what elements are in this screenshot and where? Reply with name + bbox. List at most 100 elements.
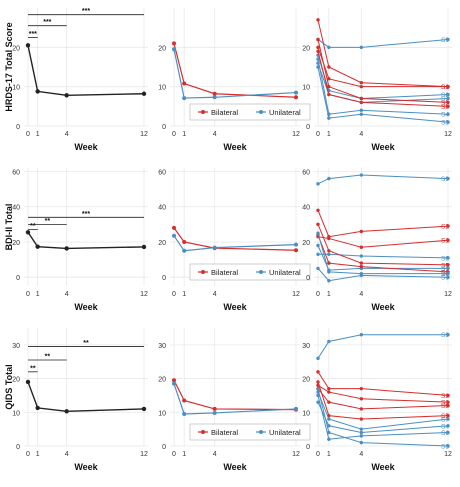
- r1c0-mean-line: [27, 231, 145, 250]
- r0c1-xtick-0: 0: [172, 131, 176, 138]
- r1c2-subject-S3-point-12: [446, 275, 450, 279]
- r0c1-bilateral-mean-line: [173, 43, 297, 98]
- r0c2-subject-S3-label: S3: [441, 120, 449, 127]
- r0c2-subject-S9-point-12: [446, 37, 450, 42]
- r1c2-subject-S5-point-12: [446, 263, 450, 267]
- r0c2-subject-S4-point-4: [359, 108, 364, 112]
- r0c0-ytick-20: 20: [12, 45, 20, 52]
- r2c2-subject-S4-line: [317, 401, 449, 434]
- r1c0-ytick-60: 60: [12, 170, 20, 177]
- r1c2-subject-S6-point-1: [327, 252, 331, 256]
- r2c0-ylabel: QIDS Total: [4, 364, 14, 409]
- r0c1-unilateral-mean-point-12: [294, 90, 298, 95]
- r1c2-subject-S2-line: [317, 210, 449, 238]
- r1c2-subject-S1-point-12: [446, 238, 450, 242]
- r0c1-bilateral-mean-point-12: [294, 95, 298, 100]
- r1c0-bracket-label-0: ***: [82, 211, 90, 218]
- r0c2-xtick-0: 0: [316, 131, 320, 138]
- r0c2-subject-S4-point-12: [446, 112, 450, 116]
- r2c2-subject-S3-line: [317, 388, 449, 447]
- r2c2-subject-S2-line: [317, 371, 449, 396]
- r0c2-subject-S2-line: [317, 19, 449, 88]
- r0c1-unilateral-mean-point-0: [172, 47, 176, 52]
- r2c2-subject-S5-line: [317, 381, 449, 420]
- r0c1-ytick-20: 20: [158, 45, 166, 52]
- r2c1-legend-label-bilateral: Bilateral: [211, 428, 238, 437]
- r1c1-ytick-20: 20: [158, 240, 166, 247]
- r0c2-xtick-4: 4: [359, 131, 363, 138]
- r0c2-subject-S5-point-1: [327, 84, 331, 89]
- r1c2-subject-S4-point-0: [316, 231, 320, 235]
- r2c2-subject-S4-point-4: [359, 430, 364, 435]
- r1c2-xtick-4: 4: [359, 291, 363, 298]
- r0c2-subject-S2-point-4: [359, 81, 364, 85]
- r0c2-subject-S7-point-12: [446, 96, 450, 101]
- r1c1-legend-swatch-dot-bilateral: [201, 270, 205, 274]
- r0c2-ytick-20: 20: [302, 45, 310, 52]
- r1c2-subject-S2-point-4: [359, 229, 364, 234]
- r0c1-bilateral-mean-point-4: [212, 91, 217, 96]
- r2c2-subject-S1-point-1: [327, 390, 331, 394]
- r0c1-legend-label-unilateral: Unilateral: [269, 108, 301, 117]
- r1c2-subject-S8-point-1: [327, 261, 331, 265]
- r2c2-subject-S2-point-0: [316, 370, 320, 374]
- r0c2-subject-S9-point-4: [359, 45, 364, 50]
- r0c1-legend-swatch-dot-bilateral: [201, 110, 205, 114]
- r2c0-xtick-1: 1: [36, 451, 40, 458]
- r1c0-xlabel: Week: [74, 302, 98, 312]
- r1c2-subject-S6-line: [318, 253, 449, 259]
- r2c0-mean-line: [27, 381, 145, 412]
- r2c2-subject-S8-point-12: [446, 403, 450, 408]
- r1c1-xtick-4: 4: [213, 291, 217, 298]
- r2c2-subject-S3-point-4: [359, 440, 364, 445]
- r1c2-subject-S4-point-1: [327, 270, 331, 274]
- r1c2-subject-S9-point-12: [446, 176, 450, 181]
- r0c2-xtick-12: 12: [444, 131, 452, 138]
- r1c2-subject-S7-point-0: [316, 243, 320, 248]
- r1c2-subject-S9-label: S9: [441, 176, 449, 183]
- r0c2-subject-S5-point-4: [359, 96, 364, 101]
- r0c0-xtick-4: 4: [65, 131, 69, 138]
- r2c2-ytick-0: 0: [306, 444, 310, 451]
- r0c2-xlabel: Week: [371, 142, 395, 152]
- r1c2-subject-S4-label: S4: [441, 271, 449, 278]
- r2c0-mean-point-1: [35, 405, 40, 411]
- r2c1-unilateral-mean-point-1: [182, 411, 187, 416]
- r0c2-subject-S5-label: S5: [441, 100, 449, 107]
- r0c2-subject-S9-point-1: [327, 45, 331, 50]
- r2c2-subject-S2-point-4: [359, 386, 364, 391]
- r1c1-unilateral-mean-point-4: [212, 245, 217, 250]
- r1c2-subject-S7-point-12: [446, 266, 450, 271]
- r2c1-legend-swatch-dot-unilateral: [259, 430, 263, 434]
- r2c2-subject-S1-line: [317, 384, 449, 403]
- r2c2-subject-S3-point-12: [446, 444, 450, 448]
- r2c1-xlabel: Week: [223, 462, 247, 472]
- r1c2-subject-S3-label: S3: [441, 275, 449, 282]
- r1c0-ylabel: BDI-II Total: [4, 204, 14, 251]
- r0c0-mean-line: [27, 45, 145, 97]
- r2c2-xtick-4: 4: [359, 451, 363, 458]
- r2c0-xtick-12: 12: [140, 451, 148, 458]
- r0c0-mean-point-4: [64, 93, 69, 98]
- r0c2-subject-S6-line: [317, 55, 449, 99]
- r2c1-unilateral-mean-point-4: [212, 410, 217, 415]
- r1c0-ytick-20: 20: [12, 240, 20, 247]
- r1c2-subject-S5-label: S5: [441, 262, 449, 269]
- r0c2-subject-S2-label: S2: [441, 84, 449, 91]
- r2c0-ytick-0: 0: [16, 444, 20, 451]
- r0c1-ytick-0: 0: [162, 124, 166, 131]
- r0c1-unilateral-mean-point-4: [212, 95, 217, 100]
- r1c2-subject-S3-line: [317, 268, 449, 282]
- r1c0-xtick-4: 4: [65, 291, 69, 298]
- r0c2-subject-S8-point-12: [446, 104, 450, 109]
- r2c2-subject-S7-point-12: [446, 417, 450, 421]
- r2c0-bracket-label-2: **: [30, 365, 36, 372]
- r2c2-subject-S5-point-12: [446, 413, 450, 418]
- r0c2-subject-S1-point-4: [359, 84, 364, 89]
- r0c2-ytick-10: 10: [302, 85, 310, 92]
- r2c2-subject-S1-label: S1: [441, 400, 449, 407]
- r2c2-subject-S9-label: S9: [441, 332, 449, 339]
- r1c0-xtick-0: 0: [26, 291, 30, 298]
- r0c2-subject-S8-line: [317, 51, 449, 107]
- r2c0-ytick-10: 10: [12, 410, 20, 417]
